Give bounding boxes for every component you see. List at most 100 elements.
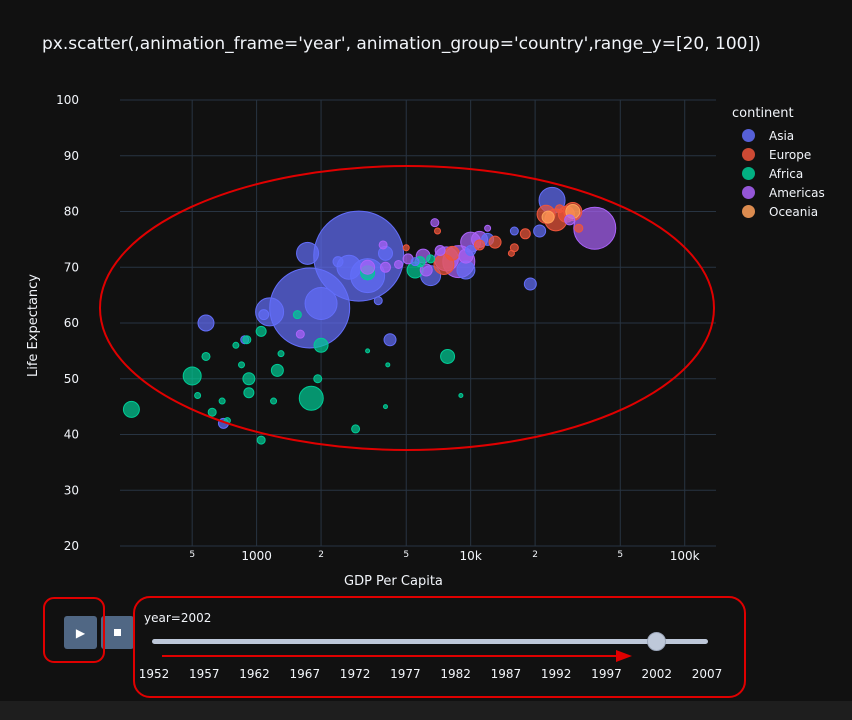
data-point-europe[interactable] xyxy=(444,245,460,261)
data-point-americas[interactable] xyxy=(564,214,576,226)
legend-title: continent xyxy=(732,106,794,121)
data-point-asia[interactable] xyxy=(332,256,344,268)
data-point-africa[interactable] xyxy=(256,435,266,445)
data-point-africa[interactable] xyxy=(277,350,285,358)
legend-item-europe[interactable]: Europe xyxy=(732,145,825,164)
slider-step-label[interactable]: 1952 xyxy=(138,667,170,681)
data-point-oceania[interactable] xyxy=(541,210,555,224)
legend-item-africa[interactable]: Africa xyxy=(732,164,825,183)
data-point-asia[interactable] xyxy=(456,260,476,280)
data-point-africa[interactable] xyxy=(232,341,240,349)
data-point-asia[interactable] xyxy=(383,333,397,347)
data-point-africa[interactable] xyxy=(242,335,252,345)
data-point-asia[interactable] xyxy=(523,277,537,291)
stop-icon xyxy=(114,629,121,636)
data-point-europe[interactable] xyxy=(434,227,442,235)
data-point-africa[interactable] xyxy=(351,424,361,434)
y-axis-label: Life Expectancy xyxy=(26,273,42,378)
y-tick-label: 60 xyxy=(64,316,79,330)
legend-label: Africa xyxy=(769,166,804,181)
data-point-africa[interactable] xyxy=(292,310,302,320)
data-point-africa[interactable] xyxy=(182,366,202,386)
data-point-africa[interactable] xyxy=(122,400,140,418)
slider-step-label[interactable]: 1967 xyxy=(289,667,321,681)
data-point-africa[interactable] xyxy=(440,348,456,364)
slider-step-label[interactable]: 1977 xyxy=(390,667,421,681)
data-point-europe[interactable] xyxy=(474,239,486,251)
slider-track[interactable] xyxy=(152,639,708,644)
legend-label: Asia xyxy=(769,128,795,143)
data-point-asia[interactable] xyxy=(258,309,270,321)
data-point-americas[interactable] xyxy=(484,224,492,232)
data-point-europe[interactable] xyxy=(554,204,564,214)
data-point-asia[interactable] xyxy=(373,296,383,306)
data-point-asia[interactable] xyxy=(197,314,215,332)
data-point-africa[interactable] xyxy=(223,417,231,425)
data-point-africa[interactable] xyxy=(242,372,256,386)
y-tick-label: 30 xyxy=(64,483,79,497)
data-point-europe[interactable] xyxy=(488,235,502,249)
data-point-asia[interactable] xyxy=(509,226,519,236)
data-point-asia[interactable] xyxy=(533,224,547,238)
slider-step-label[interactable]: 2002 xyxy=(641,667,672,681)
data-point-americas[interactable] xyxy=(430,218,440,228)
data-point-africa[interactable] xyxy=(194,391,202,399)
legend-item-oceania[interactable]: Oceania xyxy=(732,202,825,221)
x-tick-label: 10k xyxy=(460,549,482,563)
y-tick-label: 90 xyxy=(64,149,79,163)
legend-item-americas[interactable]: Americas xyxy=(732,183,825,202)
data-point-asia[interactable] xyxy=(304,286,338,320)
slider-step-label[interactable]: 1972 xyxy=(339,667,371,681)
data-point-africa[interactable] xyxy=(255,325,267,337)
data-point-africa[interactable] xyxy=(298,385,324,411)
legend-item-asia[interactable]: Asia xyxy=(732,126,825,145)
data-point-americas[interactable] xyxy=(360,259,376,275)
data-point-americas[interactable] xyxy=(379,261,391,273)
slider-step-label[interactable]: 1992 xyxy=(540,667,572,681)
data-point-americas[interactable] xyxy=(295,329,305,339)
slider-step-label[interactable]: 1997 xyxy=(591,667,622,681)
data-point-africa[interactable] xyxy=(385,362,391,368)
data-point-europe[interactable] xyxy=(519,228,531,240)
legend-label: Oceania xyxy=(769,204,819,219)
data-point-africa[interactable] xyxy=(243,387,255,399)
slider-step-label[interactable]: 1962 xyxy=(239,667,270,681)
data-point-asia[interactable] xyxy=(410,257,420,267)
data-point-africa[interactable] xyxy=(270,363,284,377)
y-tick-label: 80 xyxy=(64,205,79,219)
data-point-africa[interactable] xyxy=(270,397,278,405)
data-point-americas[interactable] xyxy=(378,240,388,250)
data-point-europe[interactable] xyxy=(402,244,410,252)
x-minor-tick-label: 2 xyxy=(532,550,538,560)
slider-step-label[interactable]: 2007 xyxy=(691,667,723,681)
x-axis-label: GDP Per Capita xyxy=(344,574,443,589)
data-point-africa[interactable] xyxy=(218,397,226,405)
y-tick-label: 100 xyxy=(56,93,79,107)
x-minor-tick-label: 5 xyxy=(617,550,623,560)
data-point-africa[interactable] xyxy=(313,374,323,384)
data-point-africa[interactable] xyxy=(207,407,217,417)
data-point-americas[interactable] xyxy=(434,245,446,257)
data-point-africa[interactable] xyxy=(201,351,211,361)
chart-title: px.scatter(,animation_frame='year', anim… xyxy=(42,34,761,54)
data-point-europe[interactable] xyxy=(574,223,584,233)
data-point-asia[interactable] xyxy=(296,241,320,265)
slider-step-label[interactable]: 1987 xyxy=(490,667,522,681)
data-point-africa[interactable] xyxy=(426,254,436,264)
slider-step-label[interactable]: 1982 xyxy=(440,667,471,681)
data-point-africa[interactable] xyxy=(313,337,329,353)
data-point-europe[interactable] xyxy=(507,249,515,257)
data-point-africa[interactable] xyxy=(238,361,246,369)
stop-button[interactable] xyxy=(101,616,134,649)
slider-handle[interactable] xyxy=(647,632,666,651)
legend-marker xyxy=(742,148,755,161)
play-button[interactable]: ▶ xyxy=(64,616,97,649)
x-tick-label: 1000 xyxy=(241,549,272,563)
data-point-africa[interactable] xyxy=(365,348,371,354)
legend-label: Europe xyxy=(769,147,812,162)
slider-step-label[interactable]: 1957 xyxy=(188,667,220,681)
data-point-africa[interactable] xyxy=(382,404,388,410)
data-point-asia[interactable] xyxy=(465,245,477,257)
data-point-africa[interactable] xyxy=(458,392,464,398)
data-point-americas[interactable] xyxy=(393,259,403,269)
